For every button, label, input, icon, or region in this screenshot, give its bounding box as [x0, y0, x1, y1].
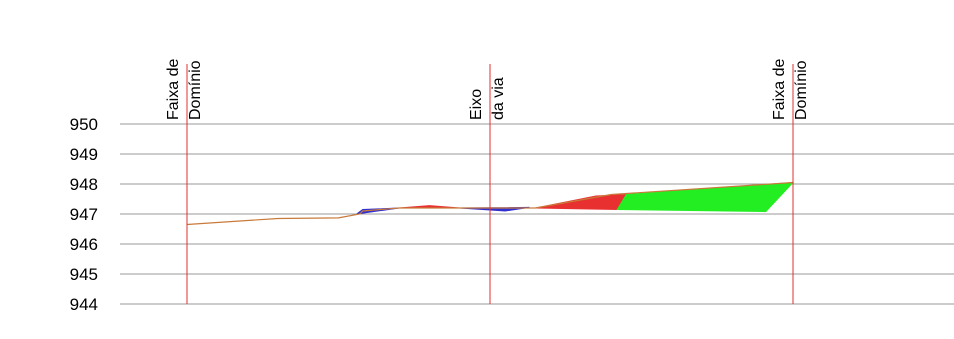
marker-label: Faixa de [771, 59, 788, 120]
marker-label: Faixa de [165, 59, 182, 120]
grid-layer: 950 949 948 947 946 945 944 [70, 115, 954, 314]
y-tick-label: 948 [70, 175, 98, 194]
marker-label: Eixo [468, 89, 485, 120]
y-tick-label: 944 [70, 295, 98, 314]
terrain-profile [186, 181, 794, 226]
y-tick-label: 945 [70, 265, 98, 284]
earthwork-area [356, 207, 400, 215]
y-tick-label: 950 [70, 115, 98, 134]
terrain-line [186, 181, 794, 226]
y-tick-label: 946 [70, 235, 98, 254]
y-tick-label: 947 [70, 205, 98, 224]
earthwork-area [616, 181, 795, 213]
marker-label: da via [490, 77, 507, 120]
reference-markers: Faixa de Domínio Eixo da via Faixa de Domínio [165, 59, 810, 304]
marker-label: Domínio [187, 60, 204, 120]
earthwork-area [535, 193, 628, 211]
marker-label: Domínio [793, 60, 810, 120]
y-tick-label: 949 [70, 145, 98, 164]
